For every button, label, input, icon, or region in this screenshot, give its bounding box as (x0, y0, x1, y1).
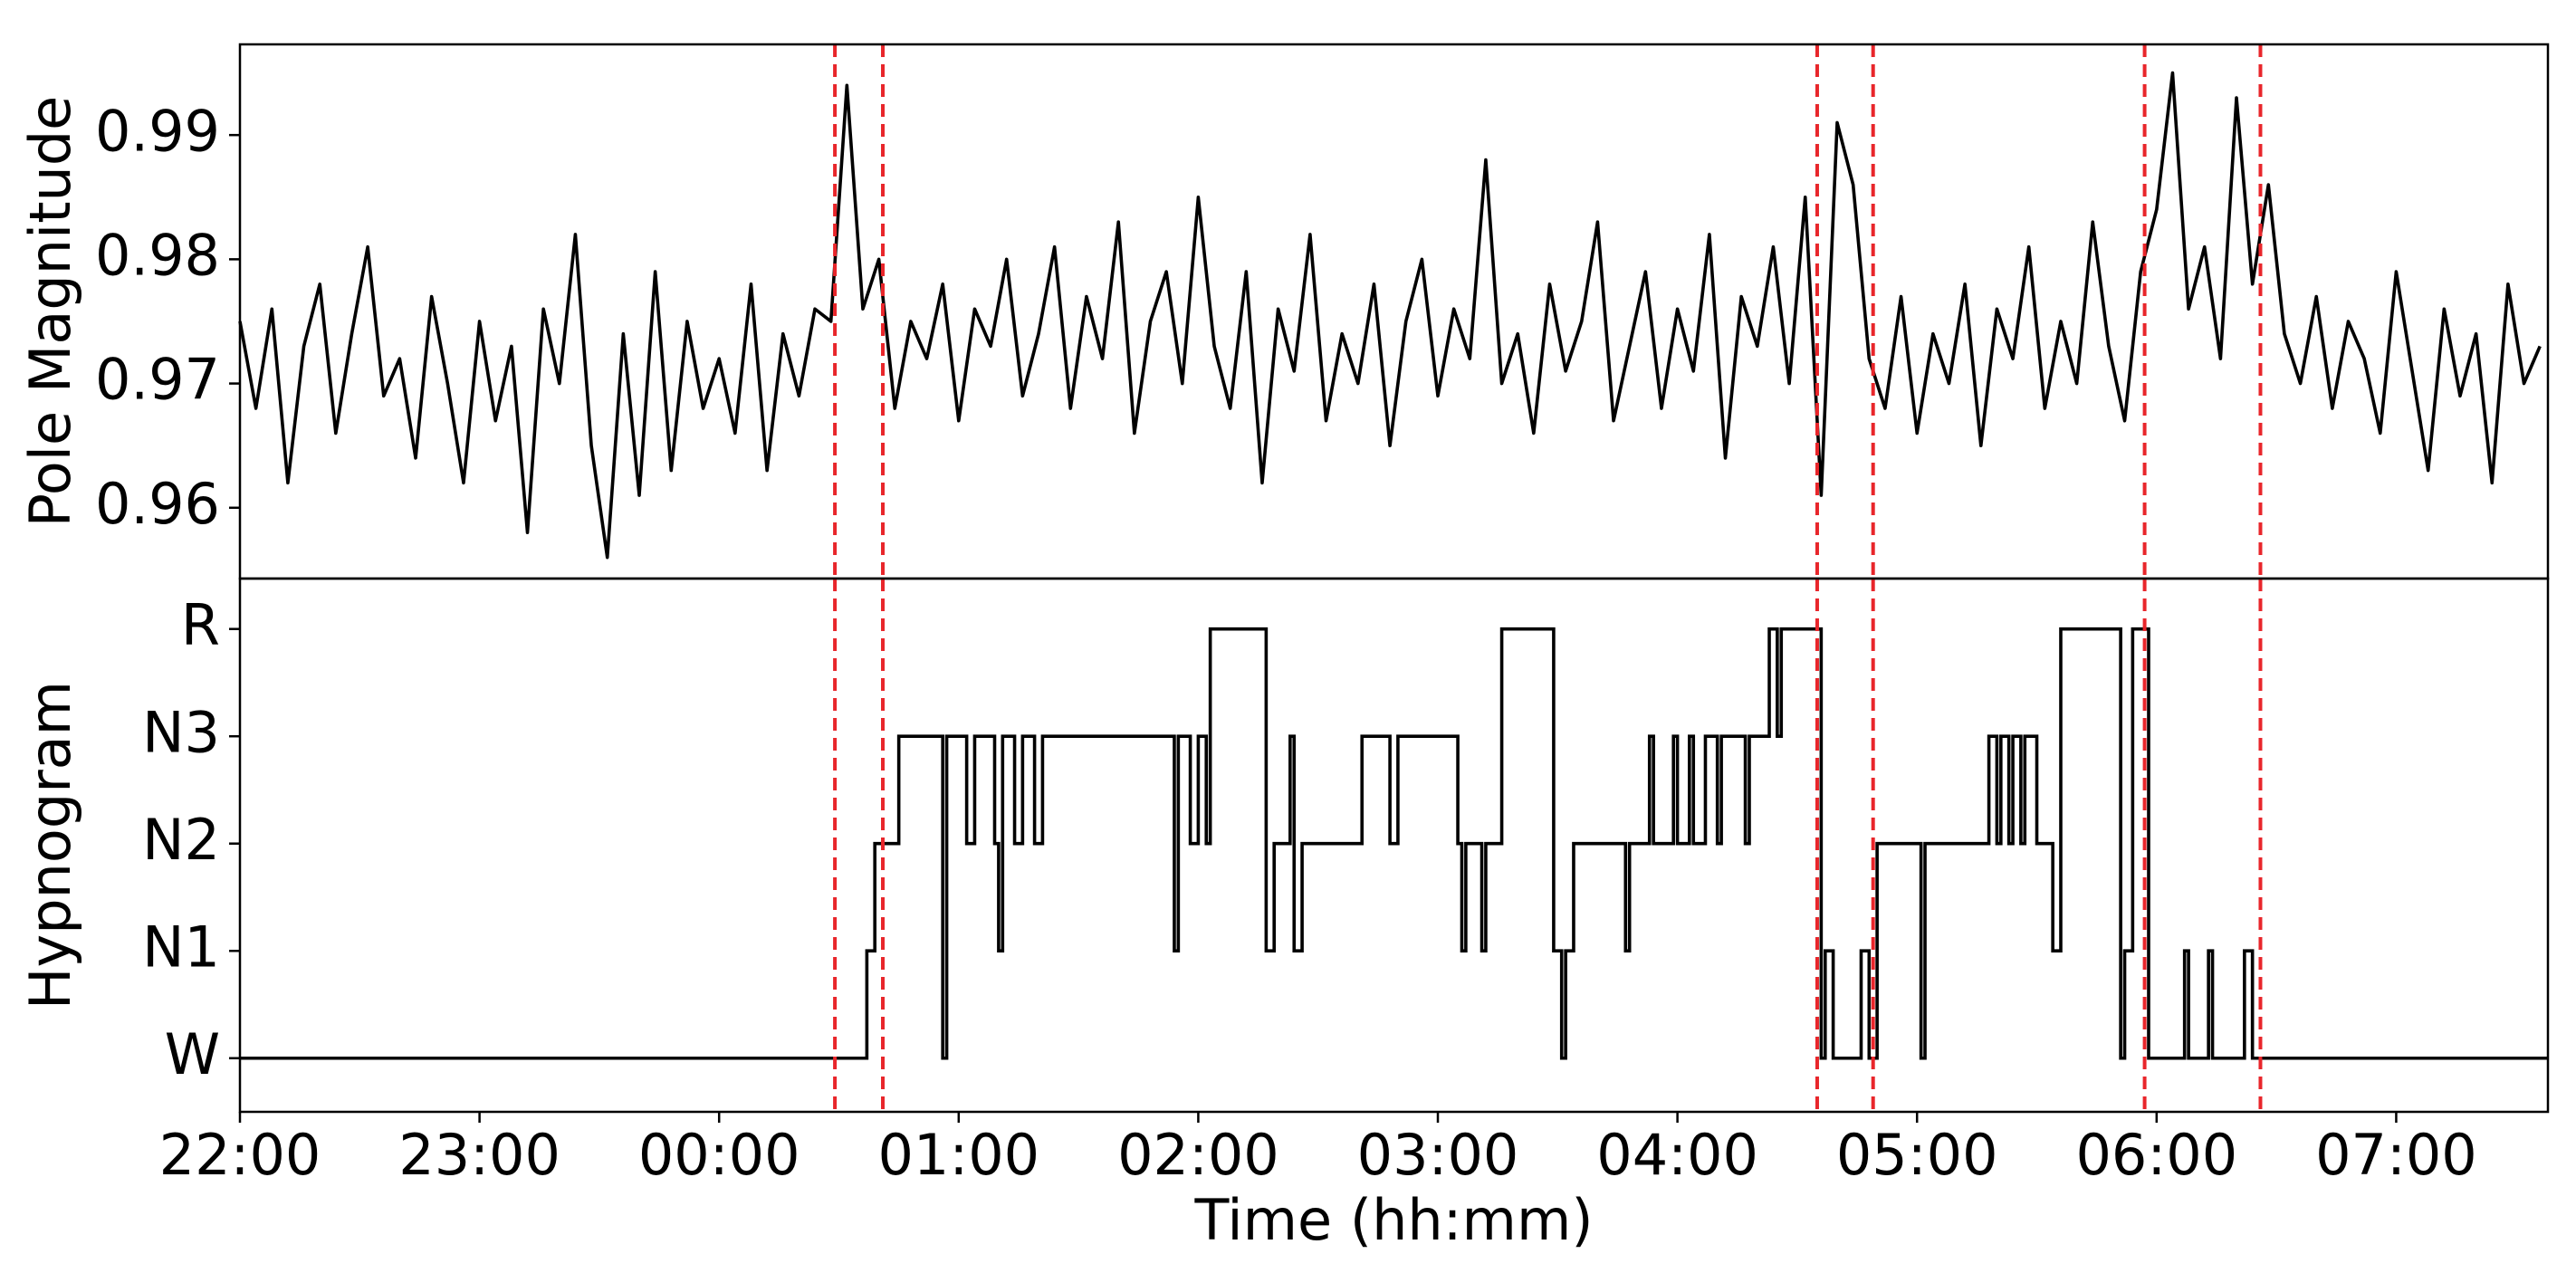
x-axis-label: Time (hh:mm) (1193, 1187, 1593, 1253)
x-tick-label: 07:00 (2315, 1122, 2477, 1188)
x-tick-label: 03:00 (1357, 1122, 1519, 1188)
data-line (238, 71, 2542, 560)
x-tick-label: 00:00 (638, 1122, 800, 1188)
x-tick-label: 22:00 (159, 1122, 321, 1188)
data-step-line (240, 627, 2548, 1060)
y-axis-label: Pole Magnitude (17, 96, 83, 528)
x-tick-label: 02:00 (1117, 1122, 1279, 1188)
x-tick-label: 23:00 (398, 1122, 560, 1188)
x-tick-label: 05:00 (1836, 1122, 1998, 1188)
y-tick-label: N3 (142, 699, 220, 765)
x-tick-label: 06:00 (2075, 1122, 2237, 1188)
y-axis-label: Hypnogram (17, 681, 83, 1010)
y-tick-label: N1 (142, 914, 220, 980)
x-tick-label: 04:00 (1596, 1122, 1758, 1188)
plot-frame (238, 43, 2550, 580)
y-tick-label: N2 (142, 807, 220, 873)
y-tick-label: 0.97 (95, 347, 220, 413)
y-tick-label: R (181, 592, 220, 658)
x-tick-label: 01:00 (877, 1122, 1039, 1188)
y-tick-label: W (165, 1021, 220, 1087)
y-tick-label: 0.96 (95, 471, 220, 537)
y-tick-label: 0.98 (95, 222, 220, 288)
plot-frame (238, 577, 2550, 1114)
y-tick-label: 0.99 (95, 98, 220, 164)
